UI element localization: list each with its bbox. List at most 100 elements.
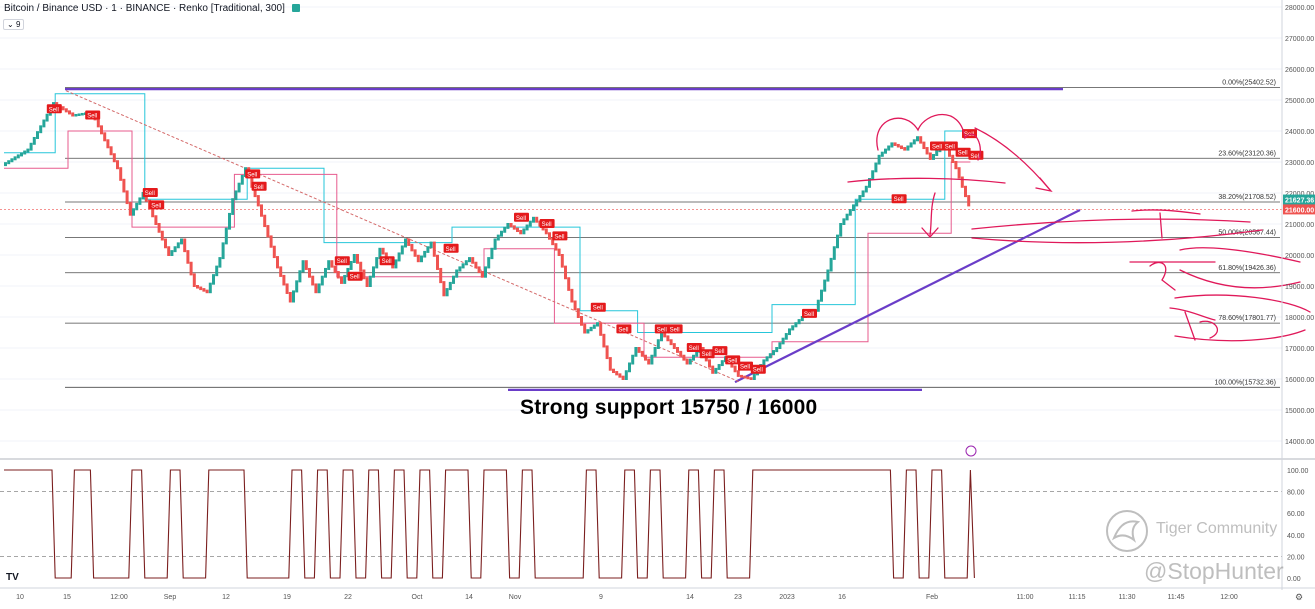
- renko-brick: [570, 288, 574, 303]
- renko-brick: [832, 246, 836, 260]
- sell-signal-label: Sell: [337, 259, 347, 265]
- renko-brick: [890, 142, 894, 148]
- hand-target-box-3: [1174, 294, 1311, 342]
- sell-signal-badge: [891, 194, 907, 204]
- renko-brick: [912, 139, 916, 145]
- renko-brick: [884, 148, 887, 154]
- price-tick-label: 27000.00: [1285, 36, 1314, 43]
- sell-signal-label: Sell: [151, 203, 161, 209]
- renko-brick: [375, 257, 379, 269]
- signal-box-cyan: [4, 93, 971, 333]
- event-marker-icon: [965, 445, 977, 457]
- time-tick-label: Oct: [412, 594, 423, 601]
- renko-brick: [749, 377, 753, 380]
- sell-signal-label: Sell: [702, 352, 712, 358]
- renko-brick: [964, 185, 967, 198]
- renko-brick: [320, 275, 324, 286]
- fib-level-label: 38.20%(21708.52): [1218, 194, 1276, 201]
- renko-brick: [836, 234, 839, 249]
- renko-brick: [423, 250, 427, 258]
- sell-signal-badge: [616, 324, 632, 334]
- renko-brick: [167, 246, 171, 256]
- symbol-title[interactable]: Bitcoin / Binance USD · 1 · BINANCE · Re…: [4, 3, 285, 14]
- renko-brick: [900, 145, 903, 150]
- renko-brick: [647, 358, 651, 365]
- price-axis[interactable]: 14000.00 15000.00 16000.00 17000.00 18000.00…: [1281, 0, 1315, 590]
- fibonacci-retracement[interactable]: 0.00%(25402.52) 23.60%(23120.36) 38.20%(21…: [65, 80, 1280, 388]
- sell-signal-badge: [738, 361, 753, 371]
- renko-brick: [64, 108, 68, 113]
- renko-brick: [202, 288, 206, 292]
- renko-brick: [896, 143, 900, 148]
- time-tick-label: 2023: [779, 594, 795, 601]
- renko-brick: [656, 339, 660, 349]
- sell-signal-badge: [686, 343, 702, 352]
- time-tick-label: 10: [16, 594, 24, 601]
- time-axis[interactable]: 10 15 12:00 Sep 12 19 22 Oct 14 Nov 9 14 23 2023 16 Feb…: [0, 445, 1315, 602]
- renko-brick: [448, 281, 452, 291]
- renko-brick: [717, 364, 721, 370]
- time-tick-label: Sep: [164, 594, 177, 601]
- fib-trend-line: [65, 90, 741, 383]
- chevron-down-icon: ⌄: [7, 20, 14, 29]
- renko-brick: [685, 358, 689, 365]
- renko-brick: [932, 154, 935, 160]
- renko-brick: [285, 283, 289, 294]
- time-tick-label: 12:00: [110, 594, 128, 601]
- indicators-toggle[interactable]: ⌄ 9: [3, 19, 25, 30]
- renko-brick: [788, 328, 791, 336]
- hand-circle-top: [876, 113, 981, 161]
- sell-signal-badge: [514, 212, 529, 222]
- renko-brick: [484, 266, 487, 278]
- sell-signal-label: Sell: [350, 275, 360, 281]
- renko-brick: [154, 215, 158, 225]
- renko-brick: [100, 125, 103, 135]
- renko-brick: [743, 375, 747, 379]
- renko-brick: [461, 263, 465, 269]
- renko-brick: [586, 329, 590, 334]
- renko-brick: [276, 256, 279, 269]
- renko-brick: [525, 224, 529, 231]
- sell-signal-label: Sell: [714, 349, 724, 355]
- renko-brick: [781, 337, 785, 345]
- renko-brick: [352, 254, 356, 263]
- renko-brick: [468, 257, 471, 263]
- sell-signal-badge: [245, 169, 261, 179]
- renko-brick: [13, 156, 17, 161]
- price-tick-label: 22000.00: [1285, 191, 1314, 198]
- fib-level-label: 61.80%(19426.36): [1218, 265, 1276, 272]
- time-tick-label: 9: [599, 594, 603, 601]
- renko-brick: [592, 324, 596, 329]
- sell-signal-label: Sell: [382, 259, 392, 265]
- renko-brick: [23, 150, 27, 155]
- renko-brick: [173, 246, 177, 253]
- fib-level-label: 100.00%(15732.36): [1215, 379, 1277, 386]
- renko-brick: [589, 326, 593, 332]
- renko-brick: [192, 273, 196, 287]
- sell-signal-badge: [750, 364, 766, 374]
- renko-brick: [164, 238, 167, 249]
- tradingview-logo-icon: TV: [6, 572, 19, 583]
- renko-brick: [893, 142, 897, 146]
- renko-brick: [119, 167, 123, 181]
- time-tick-label: 12:00: [1220, 594, 1238, 601]
- renko-brick: [170, 250, 174, 256]
- renko-brick: [919, 136, 923, 144]
- sell-signal-badge: [930, 141, 945, 151]
- renko-brick: [864, 185, 868, 193]
- renko-brick: [672, 343, 676, 349]
- sell-signal-badge: [334, 256, 350, 266]
- renko-brick: [157, 223, 161, 233]
- trend-lines[interactable]: [65, 88, 1081, 391]
- price-tick-label: 18000.00: [1285, 315, 1314, 322]
- uptrend-line: [734, 209, 1081, 384]
- renko-brick: [292, 290, 295, 303]
- renko-brick: [768, 353, 772, 359]
- renko-brick: [848, 209, 852, 216]
- time-tick-label: 11:30: [1119, 594, 1136, 601]
- renko-brick: [410, 243, 414, 252]
- renko-brick: [368, 275, 372, 287]
- renko-brick: [176, 242, 180, 249]
